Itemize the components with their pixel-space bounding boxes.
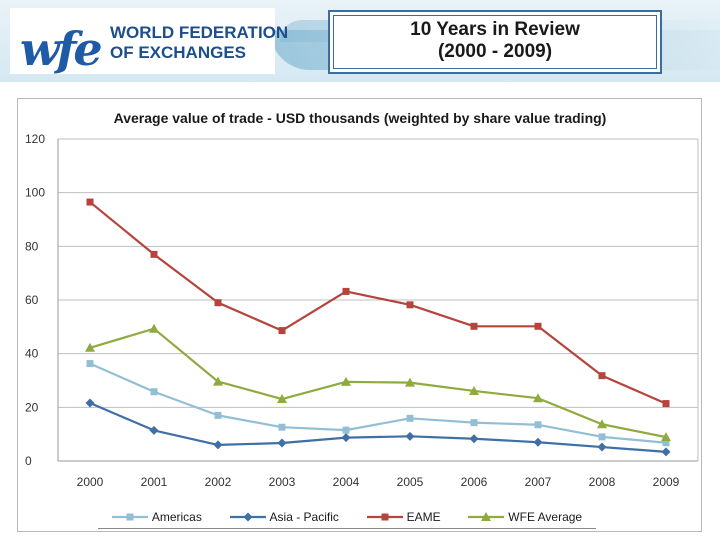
x-tick-label: 2004 (333, 475, 360, 489)
data-point-eame (214, 299, 222, 307)
data-point-asia-pacific (277, 438, 287, 448)
data-point-americas (342, 426, 350, 434)
data-point-americas (86, 360, 94, 368)
header-banner: wfe WORLD FEDERATION OF EXCHANGES 10 Yea… (0, 0, 720, 82)
report-title-box: 10 Years in Review (2000 - 2009) (328, 10, 662, 74)
series-line-americas (89, 362, 667, 444)
x-tick-label: 2009 (653, 475, 680, 489)
data-point-wfe-average (149, 323, 159, 333)
data-point-wfe-average (277, 394, 287, 404)
org-name-line-2: OF EXCHANGES (110, 43, 247, 62)
data-point-asia-pacific (85, 398, 95, 408)
data-point-americas (534, 421, 542, 429)
data-point-wfe-average (213, 376, 223, 386)
data-point-eame (598, 372, 606, 380)
chart-title: Average value of trade - USD thousands (… (113, 110, 607, 126)
legend-swatch-eame (366, 513, 403, 521)
data-point-eame (406, 301, 414, 309)
data-point-asia-pacific (661, 447, 671, 457)
y-tick-label: 100 (25, 186, 45, 200)
x-tick-label: 2001 (141, 475, 168, 489)
org-name-line-1: WORLD FEDERATION (110, 23, 289, 42)
legend-label-asia-pacific: Asia - Pacific (269, 510, 339, 524)
report-title: 10 Years in Review (410, 19, 580, 40)
legend-item-americas: Americas (111, 510, 202, 524)
data-point-americas (150, 388, 158, 396)
data-point-americas (662, 439, 670, 447)
data-point-eame (662, 400, 670, 408)
data-point-asia-pacific (213, 440, 223, 450)
legend-item-wfe-average: WFE Average (468, 510, 582, 524)
data-point-asia-pacific (597, 442, 607, 452)
legend-label-wfe-average: WFE Average (508, 510, 583, 524)
data-point-wfe-average (597, 419, 607, 429)
wfe-logo-mark: wfe (20, 22, 103, 76)
x-tick-label: 2002 (205, 475, 232, 489)
data-point-asia-pacific (405, 431, 415, 441)
data-point-eame (534, 322, 542, 330)
data-point-eame (278, 327, 286, 335)
y-tick-label: 80 (25, 239, 39, 253)
data-point-asia-pacific (149, 425, 159, 435)
data-point-wfe-average (341, 376, 351, 386)
data-point-eame (470, 322, 478, 330)
data-point-americas (470, 419, 478, 427)
y-tick-label: 20 (25, 400, 39, 414)
legend-swatch-wfe-average (468, 512, 505, 521)
x-tick-label: 2005 (397, 475, 424, 489)
legend-label-americas: Americas (151, 510, 202, 524)
data-point-asia-pacific (469, 434, 479, 444)
y-tick-label: 0 (25, 454, 32, 468)
data-point-americas (214, 411, 222, 419)
chart-legend: Americas Asia - Pacific EAME WFE Average (98, 506, 596, 529)
data-point-americas (406, 414, 414, 422)
chart-frame (17, 98, 702, 532)
data-point-wfe-average (533, 393, 543, 403)
wfe-logo-text: WORLD FEDERATION OF EXCHANGES (110, 23, 288, 63)
y-tick-label: 60 (25, 293, 39, 307)
data-point-asia-pacific (533, 437, 543, 447)
legend-swatch-americas (111, 513, 148, 521)
legend-item-asia-pacific: Asia - Pacific (229, 510, 339, 524)
data-point-americas (278, 423, 286, 431)
legend-label-eame: EAME (406, 510, 441, 524)
data-point-americas (598, 433, 606, 441)
series-line-wfe-average (89, 327, 667, 439)
x-tick-label: 2003 (269, 475, 296, 489)
data-point-wfe-average (661, 432, 671, 442)
x-tick-label: 2006 (461, 475, 488, 489)
data-point-eame (86, 198, 94, 206)
series-line-asia-pacific (89, 402, 667, 453)
data-point-asia-pacific (341, 433, 351, 443)
wfe-logo: wfe WORLD FEDERATION OF EXCHANGES (10, 8, 288, 76)
data-point-wfe-average (469, 385, 479, 395)
data-point-wfe-average (85, 342, 95, 352)
x-tick-label: 2008 (589, 475, 616, 489)
y-tick-label: 120 (25, 132, 45, 146)
legend-item-eame: EAME (366, 510, 441, 524)
series-line-eame (89, 201, 667, 405)
y-tick-label: 40 (25, 347, 39, 361)
x-tick-label: 2000 (77, 475, 104, 489)
data-point-wfe-average (405, 377, 415, 387)
data-point-eame (342, 287, 350, 295)
report-period: (2000 - 2009) (437, 41, 553, 62)
data-point-eame (150, 250, 158, 258)
legend-swatch-asia-pacific (229, 512, 266, 522)
x-tick-label: 2007 (525, 475, 552, 489)
